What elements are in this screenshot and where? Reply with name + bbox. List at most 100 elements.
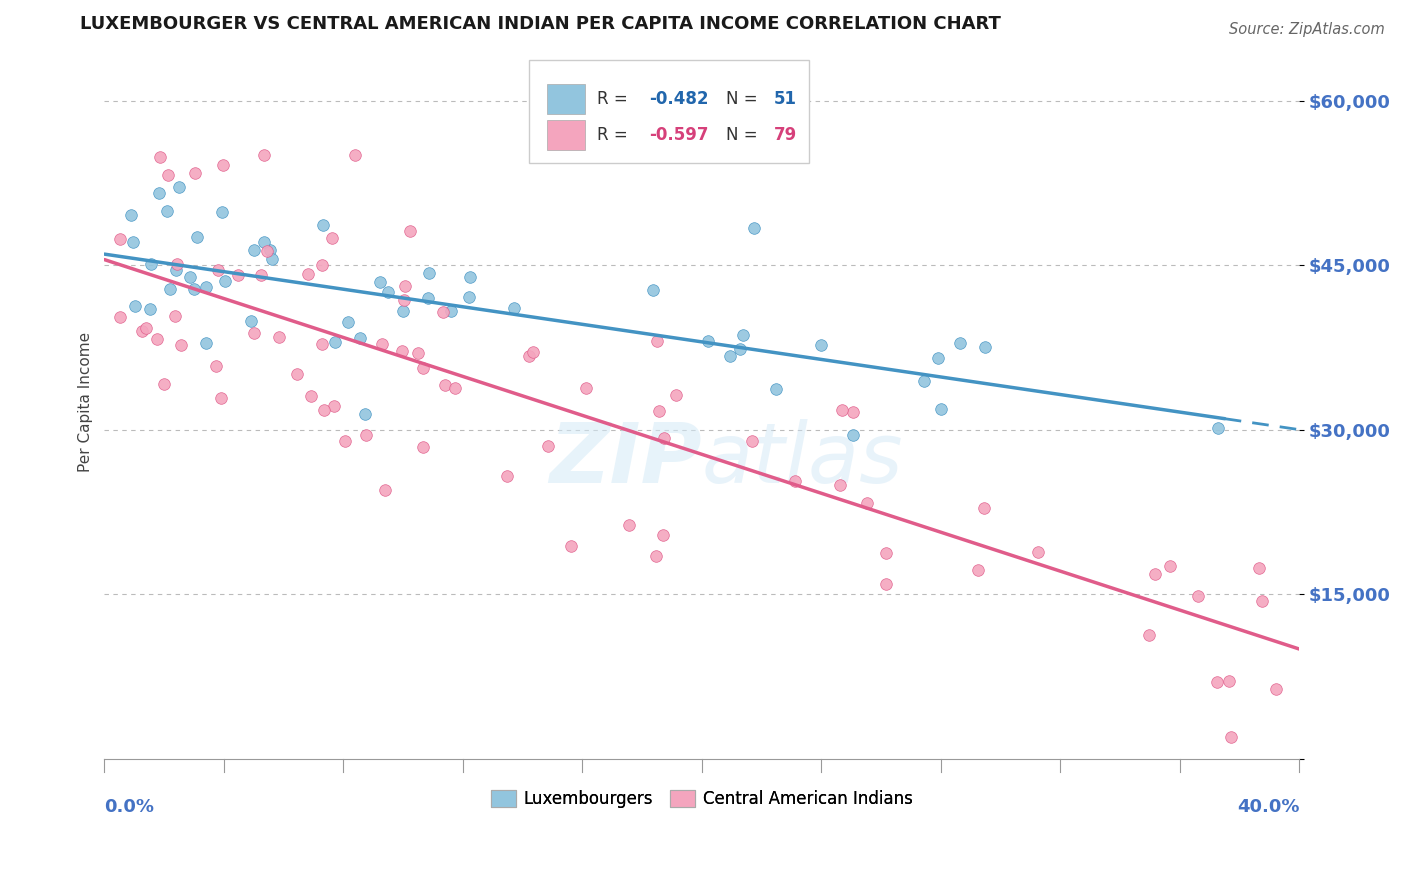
Point [139, 257, 162, 271]
Point [718, 349, 741, 363]
Point [744, 221, 766, 235]
Point [648, 404, 671, 418]
Point [783, 474, 806, 488]
Point [354, 407, 377, 421]
Point [1144, 566, 1167, 581]
Point [1218, 674, 1240, 689]
Point [1208, 421, 1230, 435]
Point [120, 208, 142, 222]
Point [1139, 628, 1161, 642]
Point [391, 304, 413, 318]
Point [124, 299, 146, 313]
Point [1251, 594, 1274, 608]
Point [183, 282, 205, 296]
Point [314, 402, 336, 417]
Text: LUXEMBOURGER VS CENTRAL AMERICAN INDIAN PER CAPITA INCOME CORRELATION CHART: LUXEMBOURGER VS CENTRAL AMERICAN INDIAN … [80, 15, 1001, 33]
Point [394, 279, 416, 293]
Point [974, 340, 997, 354]
Point [374, 483, 396, 498]
Point [831, 402, 853, 417]
Point [323, 335, 346, 350]
Point [503, 301, 526, 315]
Text: 51: 51 [773, 90, 797, 108]
Text: -0.482: -0.482 [650, 90, 709, 108]
Point [228, 268, 250, 282]
Point [522, 345, 544, 359]
Point [517, 349, 540, 363]
Point [444, 381, 467, 395]
Point [205, 359, 228, 374]
Point [159, 282, 181, 296]
Point [643, 283, 665, 297]
Point [297, 267, 319, 281]
Point [262, 252, 284, 266]
Point [392, 293, 415, 307]
Point [156, 169, 179, 183]
Point [194, 280, 217, 294]
Point [1028, 545, 1050, 559]
Point [131, 325, 153, 339]
Point [321, 231, 343, 245]
Text: 79: 79 [773, 126, 797, 144]
Y-axis label: Per Capita Income: Per Capita Income [79, 332, 93, 472]
Point [153, 376, 176, 391]
Text: atlas: atlas [702, 418, 904, 500]
Point [432, 305, 454, 319]
Point [929, 402, 952, 417]
Point [121, 235, 143, 249]
Point [665, 388, 688, 402]
Point [967, 563, 990, 577]
Point [575, 381, 598, 395]
Point [927, 351, 949, 366]
Point [1265, 681, 1288, 696]
FancyBboxPatch shape [547, 120, 585, 150]
Point [842, 427, 865, 442]
Point [167, 180, 190, 194]
Point [149, 151, 172, 165]
Point [108, 231, 131, 245]
Point [146, 332, 169, 346]
Point [645, 549, 668, 563]
Point [243, 326, 266, 340]
Point [253, 148, 276, 162]
Point [457, 290, 479, 304]
Point [186, 230, 208, 244]
Point [810, 338, 832, 352]
Point [875, 546, 897, 560]
Point [458, 269, 481, 284]
Point [875, 577, 897, 591]
Point [537, 439, 560, 453]
Point [645, 334, 668, 349]
Point [696, 334, 718, 349]
Point [165, 263, 187, 277]
Point [440, 303, 463, 318]
Point [354, 428, 377, 442]
Point [841, 405, 863, 419]
Point [912, 374, 935, 388]
Point [184, 166, 207, 180]
Point [299, 389, 322, 403]
Point [163, 309, 186, 323]
Point [368, 276, 391, 290]
Point [240, 314, 263, 328]
Point [156, 204, 179, 219]
Point [214, 275, 236, 289]
Point [1187, 589, 1209, 603]
Point [1219, 730, 1241, 744]
Point [1247, 560, 1270, 574]
Point [148, 186, 170, 200]
Point [312, 218, 335, 232]
Text: N =: N = [725, 90, 762, 108]
Point [416, 291, 439, 305]
Point [973, 500, 995, 515]
Point [856, 496, 879, 510]
Point [337, 314, 360, 328]
Point [209, 391, 232, 405]
Point [398, 224, 420, 238]
Point [166, 257, 188, 271]
Point [256, 244, 278, 258]
Point [135, 321, 157, 335]
Point [253, 235, 276, 249]
Point [285, 367, 308, 381]
Point [949, 336, 972, 351]
